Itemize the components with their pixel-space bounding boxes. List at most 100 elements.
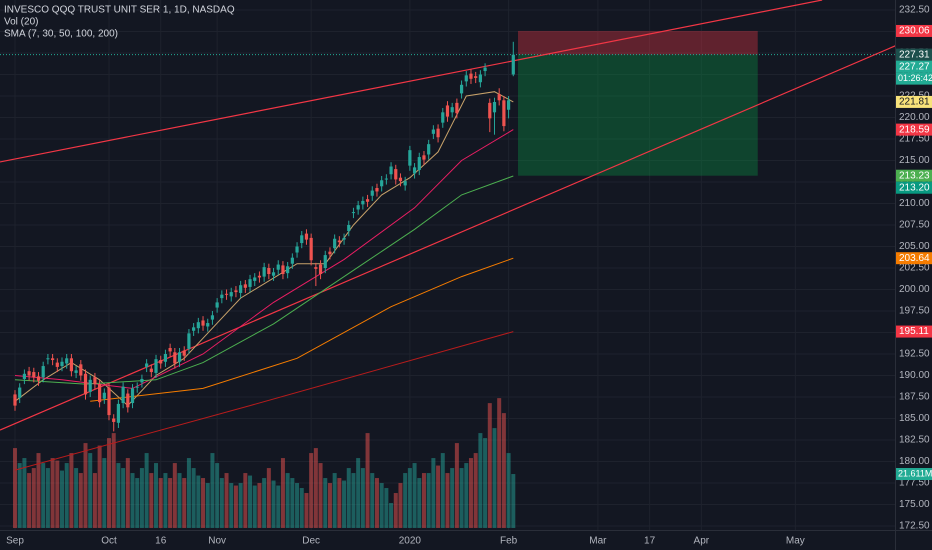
- price-label: 227.27: [899, 61, 930, 72]
- candle-body: [281, 265, 285, 275]
- candle-body: [304, 233, 309, 240]
- candle-body: [112, 418, 116, 422]
- volume-bar: [41, 463, 46, 528]
- volume-bar: [370, 473, 375, 528]
- candle-body: [333, 238, 337, 249]
- candle-body: [450, 107, 454, 113]
- volume-bar: [440, 453, 445, 528]
- target-zone: [517, 54, 758, 176]
- volume-bar: [158, 478, 163, 528]
- candle-body: [243, 284, 247, 288]
- volume-bar: [473, 453, 478, 528]
- y-tick-label: 185.00: [899, 413, 930, 424]
- candle-body: [126, 393, 130, 408]
- candle-body: [18, 387, 22, 398]
- y-tick-label: 232.50: [899, 5, 930, 16]
- y-tick-label: 180.00: [899, 456, 930, 467]
- candle-body: [234, 290, 238, 293]
- candle-body: [74, 370, 78, 373]
- trend-line: [0, 0, 823, 163]
- axes: 172.50 175.00 177.50 180.00 182.50 185.00 187.…: [6, 5, 932, 547]
- candle-body: [370, 190, 374, 196]
- volume-bar: [436, 465, 441, 528]
- volume-bar: [454, 443, 459, 528]
- volume-bar: [450, 468, 455, 528]
- x-tick-label: Dec: [302, 536, 320, 547]
- volume-bar: [342, 480, 347, 528]
- volume-bar: [50, 458, 55, 528]
- volume-bar: [299, 488, 304, 528]
- candle-body: [192, 327, 196, 331]
- candle-body: [276, 264, 280, 270]
- candle-body: [196, 322, 200, 329]
- x-tick-label: 17: [644, 536, 656, 547]
- candle-body: [154, 359, 158, 373]
- candle-body: [394, 169, 398, 180]
- volume-bar: [483, 438, 488, 528]
- volume-bar: [403, 473, 408, 528]
- volume-bar: [135, 478, 140, 528]
- candle-body: [98, 384, 102, 403]
- y-tick-label: 197.50: [899, 306, 930, 317]
- volume-bar: [186, 458, 191, 528]
- candle-body: [459, 84, 464, 94]
- candle-body: [215, 302, 219, 308]
- candle-body: [248, 279, 252, 287]
- volume-bar: [248, 475, 253, 528]
- volume-bar: [511, 474, 516, 528]
- candle-body: [412, 167, 417, 174]
- countdown-box: [896, 72, 932, 85]
- volume-bar: [60, 470, 65, 528]
- volume-bar: [219, 478, 224, 528]
- y-tick-label: 187.50: [899, 392, 930, 403]
- volume-bar: [360, 468, 365, 528]
- candle-body: [342, 237, 346, 240]
- price-label-box: [896, 48, 932, 61]
- candle-body: [408, 150, 412, 166]
- volume-bar: [31, 468, 36, 528]
- x-tick-label: Mar: [589, 536, 607, 547]
- volume-label-box: [896, 468, 932, 481]
- countdown: 01:26:42: [898, 73, 932, 83]
- volume-bar: [182, 478, 187, 528]
- candle-body: [267, 267, 271, 275]
- volume-bar: [74, 468, 79, 528]
- candle-body: [159, 360, 163, 364]
- candle-body: [46, 358, 50, 360]
- candle-body: [173, 352, 177, 364]
- candle-body: [497, 94, 501, 101]
- volume-bar: [168, 478, 173, 528]
- price-label-box: [896, 60, 932, 73]
- x-tick-label: Nov: [208, 536, 226, 547]
- volume-bar: [144, 453, 149, 528]
- candle-body: [323, 255, 327, 268]
- volume-bar: [478, 433, 483, 528]
- volume-bar: [27, 473, 32, 528]
- volume-bar: [116, 463, 121, 528]
- y-tick-label: 207.50: [899, 220, 930, 231]
- volume-bar: [107, 438, 112, 528]
- y-tick-label: 202.50: [899, 263, 930, 274]
- volume-bar: [393, 493, 398, 528]
- volume-bar: [102, 458, 107, 528]
- candle-body: [502, 100, 506, 127]
- candle-body: [262, 267, 266, 277]
- candle-body: [41, 366, 45, 378]
- volume-bar: [224, 473, 229, 528]
- volume-bar: [285, 473, 290, 528]
- volume-bar: [407, 468, 412, 528]
- volume-bar: [323, 478, 328, 528]
- volume-bar: [257, 483, 262, 528]
- price-label: 213.20: [899, 182, 930, 193]
- candle-body: [403, 181, 407, 186]
- candle-body: [51, 358, 55, 361]
- volume-bar: [506, 453, 511, 528]
- candle-body: [441, 112, 445, 123]
- y-tick-label: 200.00: [899, 284, 930, 295]
- volume-bar: [229, 483, 234, 528]
- volume-bar: [12, 448, 17, 528]
- y-tick-label: 192.50: [899, 349, 930, 360]
- sma-line: [14, 175, 514, 385]
- candle-body: [347, 224, 351, 232]
